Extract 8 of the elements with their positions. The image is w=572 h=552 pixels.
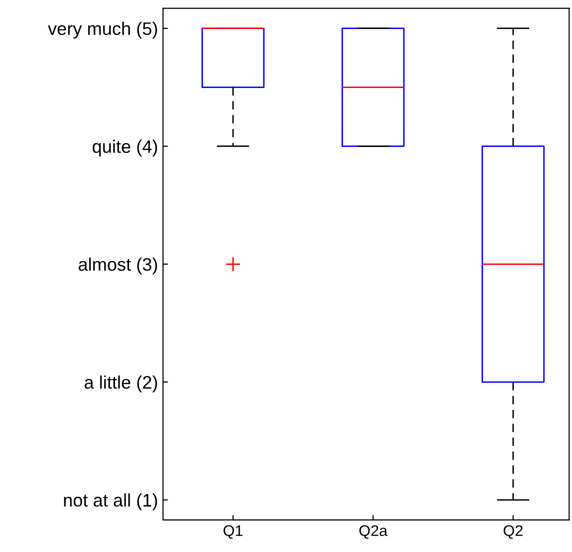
x-tick-label: Q2	[504, 525, 523, 539]
x-tick-label: Q1	[224, 525, 242, 539]
y-tick-label: very much (5)	[48, 22, 158, 39]
y-tick-label: quite (4)	[92, 140, 158, 157]
y-tick-label: not at all (1)	[64, 493, 158, 510]
y-tick-label: almost (3)	[78, 258, 158, 274]
x-tick-label: Q2a	[359, 525, 388, 539]
y-tick-label: a little (2)	[84, 375, 158, 392]
